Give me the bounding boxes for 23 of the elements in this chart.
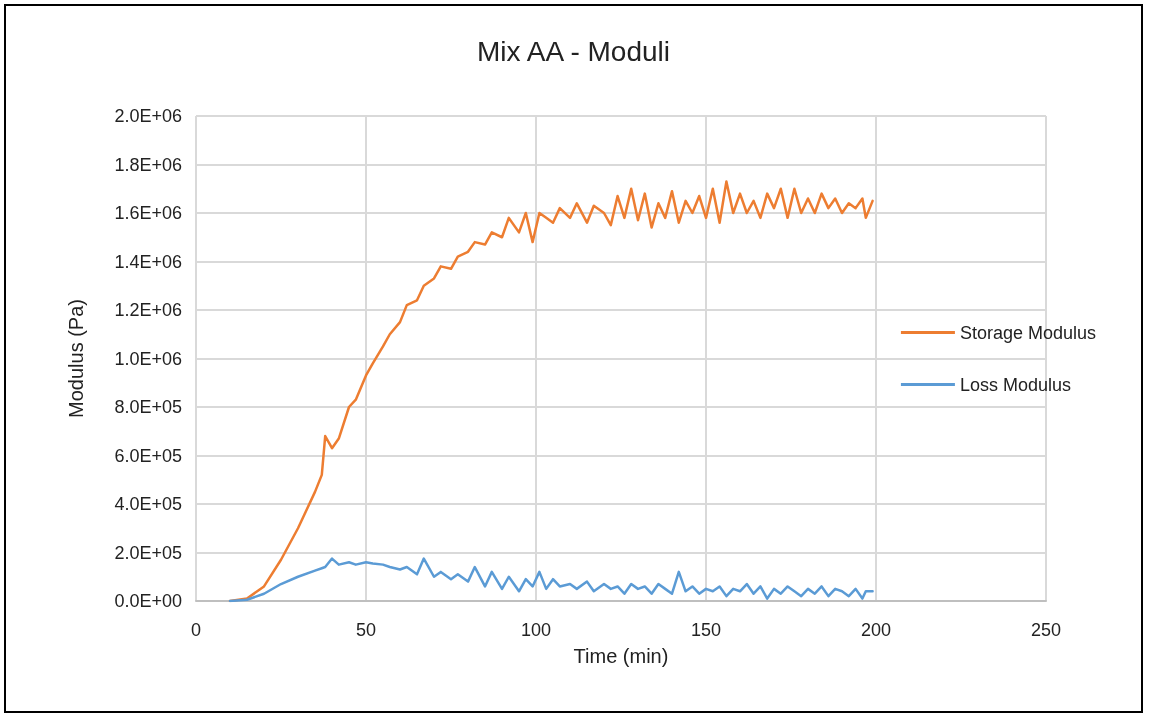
y-tick-label: 1.2E+06	[114, 300, 182, 320]
chart-title: Mix AA - Moduli	[477, 35, 670, 67]
y-tick-label: 8.0E+05	[114, 397, 182, 417]
x-tick-label: 100	[520, 620, 552, 640]
y-tick-label: 2.0E+06	[114, 106, 182, 126]
y-tick-label: 1.8E+06	[114, 154, 182, 175]
x-tick-label: 150	[690, 620, 722, 640]
x-tick-label: 0	[190, 620, 202, 640]
y-tick-label: 2.0E+05	[114, 542, 182, 563]
y-tick-label: 6.0E+05	[114, 445, 182, 466]
x-tick-label: 50	[355, 620, 377, 640]
legend-label: Storage Modulus	[959, 322, 1097, 343]
legend-label: Loss Modulus	[959, 374, 1071, 395]
y-tick-label: 4.0E+05	[114, 494, 182, 514]
x-axis-title: Time (min)	[573, 645, 669, 667]
y-axis-title: Modulus (Pa)	[65, 299, 87, 418]
y-tick-label: 1.0E+06	[114, 348, 182, 369]
y-tick-label: 1.4E+06	[114, 251, 182, 272]
y-tick-label: 0.0E+00	[114, 591, 182, 611]
y-tick-label: 1.6E+06	[114, 203, 182, 223]
x-tick-label: 200	[860, 620, 892, 640]
line-series	[228, 557, 874, 603]
x-tick-label: 250	[1030, 620, 1062, 640]
